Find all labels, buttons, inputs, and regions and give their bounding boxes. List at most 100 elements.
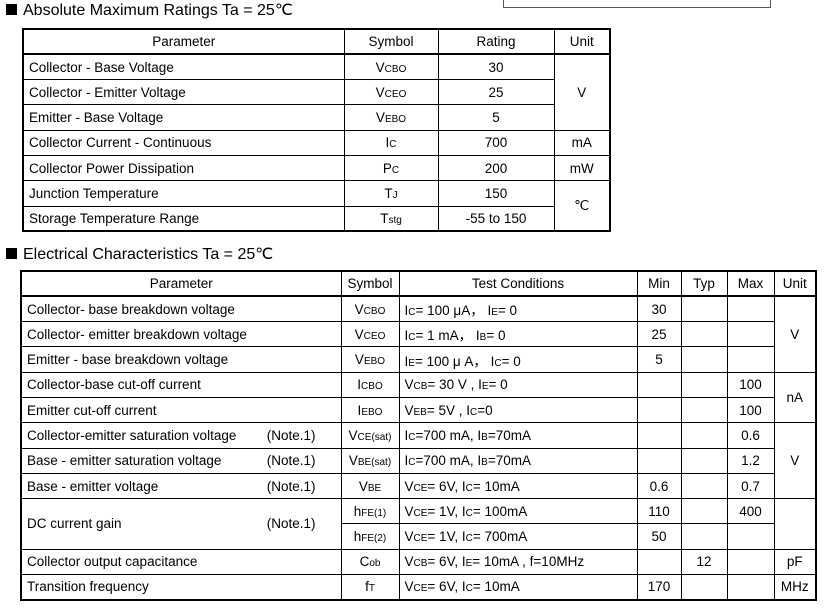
subscript: E: [465, 558, 473, 570]
subscript: E: [481, 381, 489, 393]
subscript: C: [389, 139, 397, 151]
subscript: BE(sat): [357, 457, 392, 469]
header-test-conditions: Test Conditions: [398, 270, 638, 298]
rating-cell: 200: [437, 154, 555, 182]
symbol-cell: Cob: [340, 548, 400, 576]
parameter-cell: Transition frequency: [20, 574, 342, 601]
abs-max-table: Parameter Symbol Rating Unit Collector -…: [22, 28, 611, 233]
subscript: C: [494, 357, 502, 369]
header-symbol: Symbol: [343, 28, 439, 56]
table-row: Collector Power Dissipation PC 200 mW: [22, 154, 611, 182]
typ-cell: [680, 523, 728, 550]
note-ref: (Note.1): [266, 478, 316, 494]
parameter-cell: Collector- base breakdown voltage: [20, 295, 342, 323]
max-cell: [726, 574, 775, 601]
table-row: Emitter - Base Voltage VEBO 5: [22, 104, 610, 131]
header-parameter: Parameter: [20, 270, 342, 298]
max-cell: [726, 346, 775, 373]
subscript: CBO: [384, 63, 407, 75]
typ-cell: [680, 498, 728, 525]
unit-cell: nA: [773, 371, 817, 424]
note-ref: (Note.1): [266, 516, 316, 532]
subscript: stg: [388, 214, 402, 226]
header-parameter: Parameter: [22, 28, 345, 56]
abs-max-title: Absolute Maximum Ratings Ta = 25℃: [6, 0, 293, 20]
subscript: CB: [413, 381, 428, 393]
parameter-cell: Emitter cut-off current: [20, 396, 342, 424]
table-header: Parameter Symbol Rating Unit: [22, 28, 611, 56]
max-cell: 100: [726, 371, 775, 398]
test-conditions-cell: IE= 100 μ A， IC= 0: [398, 346, 638, 373]
table-row: Collector - Base Voltage VCBO 30 V: [22, 53, 611, 131]
min-cell: 5: [636, 346, 682, 373]
typ-cell: 12: [680, 548, 728, 576]
abs-max-title-text: Absolute Maximum Ratings Ta = 25℃: [23, 2, 293, 19]
table-row: Collector- base breakdown voltage VCBO IC=…: [20, 295, 817, 373]
rating-cell: 30: [437, 53, 555, 81]
subscript: ob: [369, 558, 381, 570]
subscript: C: [408, 431, 416, 443]
table-row: Emitter cut-off current IEBO VEB= 5V , IC=…: [20, 396, 816, 424]
symbol-cell: fT: [340, 574, 400, 601]
subscript: CBO: [363, 305, 386, 317]
header-rating: Rating: [437, 28, 555, 56]
subscript: CEO: [384, 88, 407, 100]
subscript: C: [465, 533, 473, 545]
parameter-cell: Collector - Emitter Voltage: [22, 79, 345, 106]
symbol-cell: TJ: [343, 180, 439, 207]
subscript: J: [392, 189, 398, 201]
rating-cell: 5: [437, 104, 555, 131]
typ-cell: [680, 574, 728, 601]
subscript: BE: [367, 482, 382, 494]
unit-cell: pF: [773, 548, 817, 576]
table-row: Collector- emitter breakdown voltage VCEO…: [20, 321, 816, 348]
table-row: Junction Temperature TJ 150 ℃: [22, 180, 611, 232]
subscript: EB: [413, 406, 427, 418]
max-cell: 100: [726, 396, 775, 424]
typ-cell: [680, 295, 728, 323]
min-cell: 110: [636, 498, 682, 525]
unit-cell: V: [553, 53, 611, 131]
parameter-cell: Collector Power Dissipation: [22, 154, 345, 182]
note-ref: (Note.1): [266, 427, 316, 443]
unit-cell: V: [773, 422, 817, 500]
table-row: Storage Temperature Range Tstg -55 to 150: [22, 205, 610, 232]
subscript: CBO: [361, 381, 383, 393]
test-conditions-cell: IC=700 mA, IB=70mA: [398, 447, 638, 474]
header-symbol: Symbol: [340, 270, 400, 298]
max-cell: [726, 548, 775, 576]
elec-title-text: Electrical Characteristics Ta = 25℃: [23, 246, 274, 263]
table-row: DC current gain (Note.1) hFE(1) VCE= 1V, IC…: [20, 498, 817, 550]
subscript: EBO: [363, 356, 386, 368]
table-row: Collector Current - Continuous IC 700 mA: [22, 129, 611, 156]
subscript: CB: [413, 558, 428, 570]
subscript: FE(1): [361, 507, 387, 519]
subscript: B: [481, 431, 488, 443]
typ-cell: [680, 321, 728, 348]
symbol-cell: VBE(sat): [340, 447, 400, 474]
symbol-cell: VCE(sat): [340, 422, 400, 449]
subscript: C: [465, 507, 473, 519]
max-cell: [726, 321, 775, 348]
max-cell: 0.6: [726, 422, 775, 449]
subscript: EBO: [361, 406, 383, 418]
typ-cell: [680, 371, 728, 398]
test-conditions-cell: IC=700 mA, IB=70mA: [398, 422, 638, 449]
subscript: C: [391, 164, 400, 176]
symbol-cell: hFE(2): [340, 523, 400, 550]
typ-cell: [680, 472, 728, 500]
min-cell: 25: [636, 321, 682, 348]
symbol-cell: ICBO: [340, 371, 400, 398]
header-unit: Unit: [553, 28, 611, 56]
min-cell: 0.6: [636, 472, 682, 500]
min-cell: [636, 371, 682, 398]
parameter-cell: Emitter - Base Voltage: [22, 104, 345, 131]
unit-cell: ℃: [553, 180, 611, 232]
min-cell: [636, 548, 682, 576]
typ-cell: [680, 346, 728, 373]
symbol-cell: IEBO: [340, 396, 400, 424]
max-cell: 0.7: [726, 472, 775, 500]
subscript: C: [465, 482, 473, 494]
symbol-cell: Tstg: [343, 205, 439, 232]
table-row: Transition frequency fT VCE= 6V, IC= 10mA 1…: [20, 574, 817, 601]
